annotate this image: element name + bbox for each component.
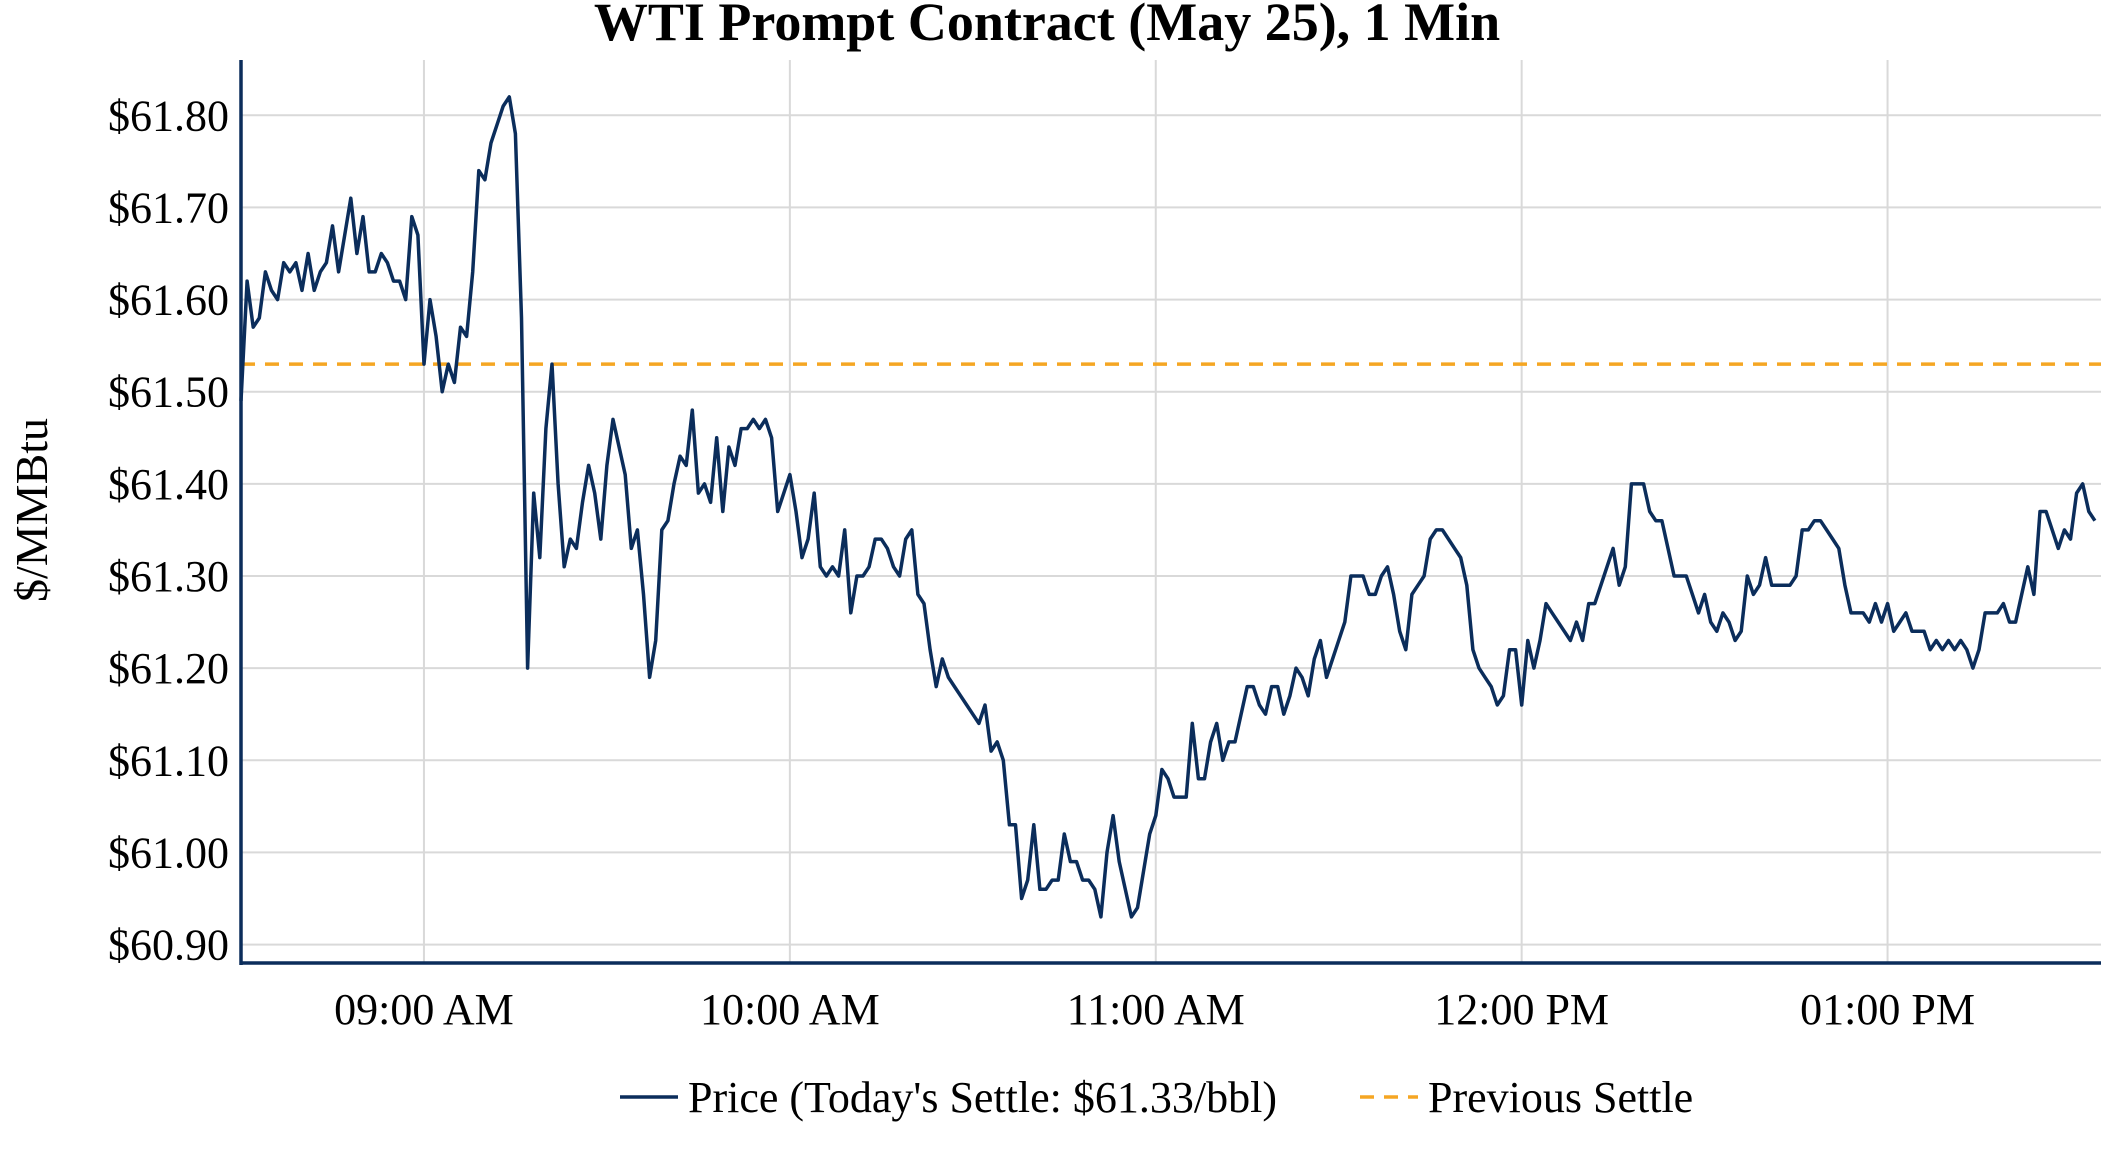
series-group bbox=[239, 95, 2101, 919]
x-tick-label: 01:00 PM bbox=[1800, 985, 1975, 1034]
x-tick-label: 11:00 AM bbox=[1067, 985, 1245, 1034]
legend-previous-settle-label: Previous Settle bbox=[1428, 1073, 1693, 1122]
x-tick-label: 10:00 AM bbox=[700, 985, 880, 1034]
x-tick-label: 12:00 PM bbox=[1434, 985, 1609, 1034]
y-axis-ticks: $60.90 $61.00 $61.10 $61.20 $61.30 $61.40 $61.… bbox=[108, 91, 229, 969]
chart-title: WTI Prompt Contract (May 25), 1 Min bbox=[594, 0, 1500, 52]
price-line bbox=[239, 95, 2097, 919]
y-tick-label: $61.40 bbox=[108, 460, 229, 509]
y-tick-label: $61.00 bbox=[108, 828, 229, 877]
y-axis-label: $/MMBtu bbox=[6, 418, 57, 602]
legend: Price (Today's Settle: $61.33/bbl) Previo… bbox=[620, 1073, 1693, 1122]
legend-price-label: Price (Today's Settle: $61.33/bbl) bbox=[688, 1073, 1277, 1122]
grid-lines bbox=[241, 60, 2101, 963]
y-tick-label: $61.60 bbox=[108, 276, 229, 325]
y-tick-label: $61.30 bbox=[108, 552, 229, 601]
y-tick-label: $61.80 bbox=[108, 91, 229, 140]
x-tick-label: 09:00 AM bbox=[334, 985, 514, 1034]
y-tick-label: $61.50 bbox=[108, 368, 229, 417]
y-tick-label: $61.70 bbox=[108, 183, 229, 232]
x-axis-ticks: 09:00 AM 10:00 AM 11:00 AM 12:00 PM 01:00 PM bbox=[334, 985, 1975, 1034]
y-tick-label: $60.90 bbox=[108, 921, 229, 970]
y-tick-label: $61.20 bbox=[108, 644, 229, 693]
y-tick-label: $61.10 bbox=[108, 736, 229, 785]
